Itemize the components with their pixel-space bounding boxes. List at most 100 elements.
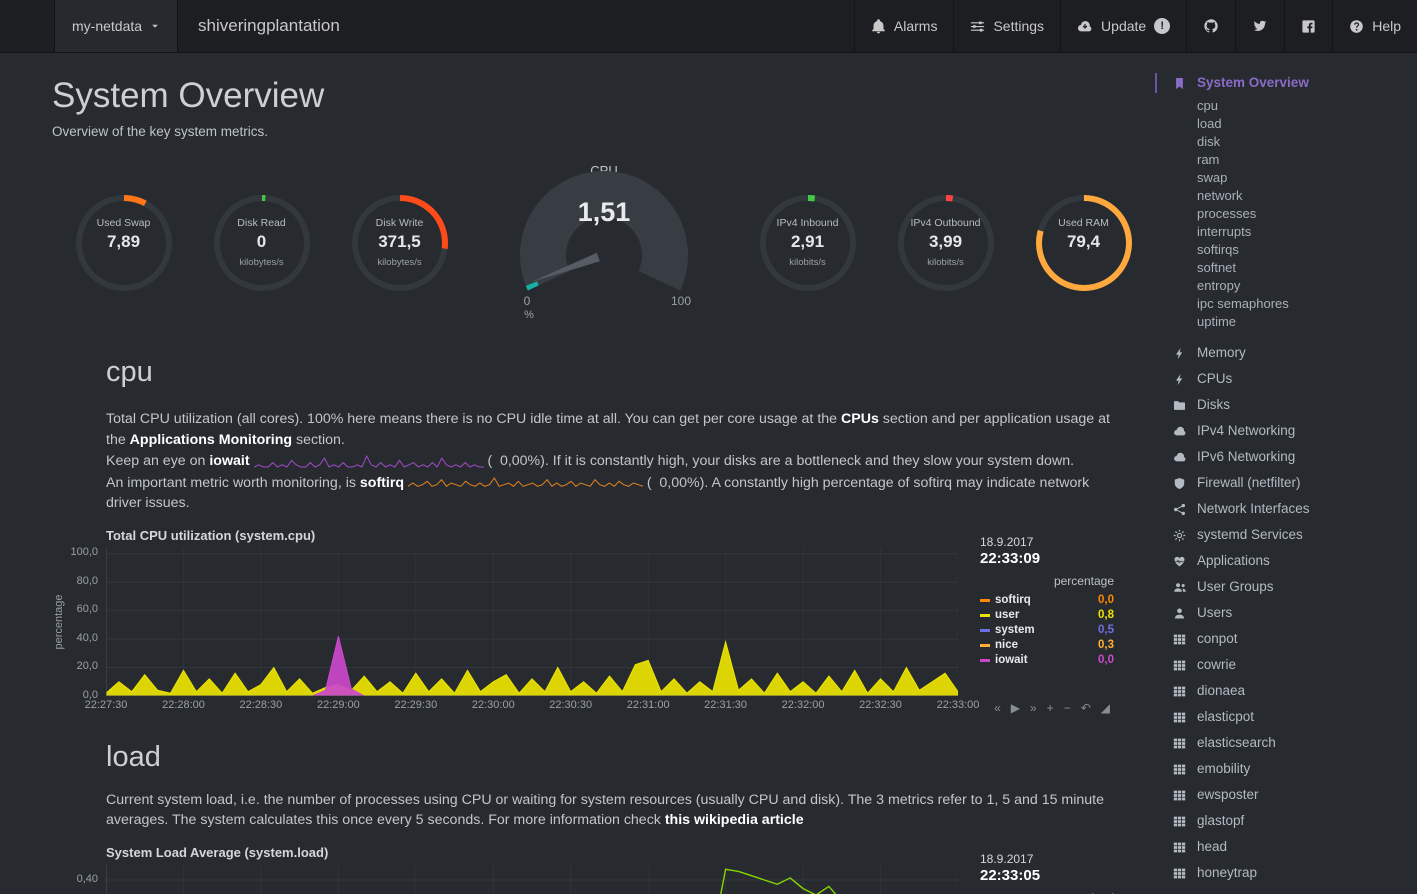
- nav-help-button[interactable]: Help: [1332, 0, 1417, 52]
- nav-update-button[interactable]: Update!: [1060, 0, 1186, 52]
- my-netdata-menu[interactable]: my-netdata: [55, 0, 179, 52]
- gauge-used-swap[interactable]: Used Swap 7,89: [62, 181, 186, 305]
- sidebar-item-conpot[interactable]: conpot: [1171, 626, 1407, 652]
- chart-forward-icon[interactable]: »: [1029, 700, 1037, 715]
- users-icon: [1171, 581, 1188, 594]
- nav-twitter-button[interactable]: [1235, 0, 1284, 52]
- sidebar-subitem-uptime[interactable]: uptime: [1197, 314, 1237, 329]
- sidebar-item-applications[interactable]: Applications: [1171, 548, 1407, 574]
- sidebar-item-cowrie[interactable]: cowrie: [1171, 652, 1407, 678]
- sidebar-item-memory[interactable]: Memory: [1171, 340, 1407, 366]
- chart-reset-icon[interactable]: ↶: [1080, 700, 1091, 715]
- chart-backward-icon[interactable]: «: [994, 700, 1001, 715]
- sidebar-item-firewall-netfilter[interactable]: Firewall (netfilter): [1171, 470, 1407, 496]
- load-desc-text-a: Current system load, i.e. the number of …: [106, 791, 1105, 829]
- cpus-link[interactable]: CPUs: [840, 411, 879, 427]
- y-tick-label: 0,0: [82, 688, 98, 701]
- sidebar-item-elasticsearch[interactable]: elasticsearch: [1171, 730, 1407, 756]
- legend-entry-iowait[interactable]: iowait 0,0: [980, 653, 1114, 668]
- chart-resize-icon[interactable]: ◢: [1100, 700, 1110, 715]
- legend-swatch: [980, 628, 990, 632]
- load-description-1: Current system load, i.e. the number of …: [106, 790, 1118, 831]
- applications-monitoring-link[interactable]: Applications Monitoring: [129, 431, 293, 448]
- gauge-disk-write[interactable]: Disk Write 371,5 kilobytes/s: [338, 181, 462, 305]
- sidebar-item-honeytrap[interactable]: honeytrap: [1171, 860, 1407, 886]
- chart-zoom-in-icon[interactable]: +: [1046, 700, 1054, 715]
- svg-text:1,51: 1,51: [577, 197, 630, 227]
- sidebar-item-glastopf[interactable]: glastopf: [1171, 808, 1407, 834]
- legend-swatch: [980, 658, 990, 662]
- sidebar-subitem-softirqs[interactable]: softirqs: [1197, 242, 1239, 257]
- sidebar-item-systemd-services[interactable]: systemd Services: [1171, 522, 1407, 548]
- gauge-ipv4-inbound[interactable]: IPv4 Inbound 2,91 kilobits/s: [746, 181, 870, 305]
- my-netdata-label: my-netdata: [72, 18, 143, 34]
- sidebar-item-elasticpot[interactable]: elasticpot: [1171, 704, 1407, 730]
- x-tick-label: 22:29:30: [394, 698, 438, 711]
- chart-legend: 18.9.201722:33:05loadload10,31load50,24l…: [980, 852, 1114, 894]
- gauge-ring: [897, 194, 994, 291]
- gauge-unit: kilobits/s: [927, 256, 964, 268]
- nav-github-button[interactable]: [1186, 0, 1235, 52]
- sidebar-subitem-interrupts[interactable]: interrupts: [1197, 224, 1252, 239]
- nav-settings-button[interactable]: Settings: [953, 0, 1060, 52]
- x-axis: 22:27:30 22:28:00 22:28:30 22:29:00 22:29:30…: [85, 698, 980, 715]
- wikipedia-article-link[interactable]: this wikipedia article: [664, 812, 804, 828]
- legend-entry-user[interactable]: user 0,8: [980, 608, 1114, 623]
- sidebar-item-network-interfaces[interactable]: Network Interfaces: [1171, 496, 1407, 522]
- legend-entry-softirq[interactable]: softirq 0,0: [980, 593, 1114, 608]
- chart-play-icon[interactable]: ▶: [1010, 700, 1020, 715]
- sidebar-subitem-disk[interactable]: disk: [1197, 134, 1221, 149]
- legend-entry-system[interactable]: system 0,5: [980, 623, 1114, 638]
- gauge-disk-read[interactable]: Disk Read 0 kilobytes/s: [200, 181, 324, 305]
- sidebar-item-cpus[interactable]: CPUs: [1171, 366, 1407, 392]
- softirq-value: 0,00%: [659, 474, 700, 491]
- folder-icon: [1171, 399, 1188, 412]
- sidebar-item-user-groups[interactable]: User Groups: [1171, 574, 1407, 600]
- chart-plot[interactable]: [106, 864, 958, 894]
- sidebar-item-ipv6-networking[interactable]: IPv6 Networking: [1171, 444, 1407, 470]
- sidebar-item-head[interactable]: head: [1171, 834, 1407, 860]
- sidebar-subitem-ipc-semaphores[interactable]: ipc semaphores: [1197, 296, 1289, 311]
- x-tick-label: 22:33:00: [936, 698, 980, 711]
- sidebar-item-disks[interactable]: Disks: [1171, 392, 1407, 418]
- sidebar-subitem-network[interactable]: network: [1197, 188, 1243, 203]
- sidebar-item-ewsposter[interactable]: ewsposter: [1171, 782, 1407, 808]
- legend-value: 0,0: [1098, 653, 1114, 666]
- section-heading-cpu: cpu: [106, 356, 153, 388]
- gauge-used-ram[interactable]: Used RAM 79,4: [1022, 181, 1146, 305]
- gauge-unit: kilobytes/s: [377, 256, 422, 268]
- chart-toolbar: « ▶ » + − ↶ ◢: [994, 701, 1110, 715]
- chart-plot[interactable]: [106, 547, 958, 696]
- sidebar-subitem-swap[interactable]: swap: [1197, 170, 1228, 185]
- nav-alarms-button[interactable]: Alarms: [853, 0, 954, 52]
- chart-zoom-out-icon[interactable]: −: [1063, 700, 1071, 715]
- iowait-value: 0,00%: [499, 453, 541, 469]
- y-tick-label: 20,0: [76, 660, 98, 672]
- sidebar-toc: System Overview cpu load disk ram swap network…: [1155, 52, 1417, 894]
- load-chart[interactable]: System Load Average (system.load) load 0,4…: [77, 845, 1114, 894]
- sidebar-item-emobility[interactable]: emobility: [1171, 756, 1407, 782]
- cpu-description-2: Keep an eye on iowait (0,00%). If it is …: [106, 451, 1118, 472]
- cpu-chart[interactable]: Total CPU utilization (system.cpu) percen…: [53, 528, 1114, 715]
- sidebar-subitem-ram[interactable]: ram: [1197, 152, 1220, 167]
- sidebar-item-label: head: [1197, 839, 1228, 854]
- sidebar-item-system-overview[interactable]: System Overview: [1155, 70, 1407, 96]
- chart-legend: 18.9.2017 22:33:09 percentage softirq 0,0 use…: [980, 535, 1114, 668]
- sidebar-item-dionaea[interactable]: dionaea: [1171, 678, 1407, 704]
- sidebar-subitem-entropy[interactable]: entropy: [1197, 278, 1241, 293]
- x-tick-label: 22:32:30: [859, 698, 902, 711]
- gauge-cpu[interactable]: CPU 1,51 0 100%: [499, 159, 709, 326]
- sidebar-item-label: dionaea: [1197, 683, 1246, 698]
- sidebar-item-ipv4-networking[interactable]: IPv4 Networking: [1171, 418, 1407, 444]
- sidebar-subitem-cpu[interactable]: cpu: [1197, 98, 1218, 113]
- nav-facebook-button[interactable]: [1284, 0, 1332, 52]
- legend-entry-nice[interactable]: nice 0,3: [980, 638, 1114, 653]
- sidebar-item-users[interactable]: Users: [1171, 600, 1407, 626]
- sidebar-subitem-processes[interactable]: processes: [1197, 206, 1257, 221]
- sidebar-subitem-load[interactable]: load: [1197, 116, 1222, 131]
- nav-update-label: Update: [1101, 18, 1147, 34]
- y-tick-label: 100,0: [70, 546, 98, 559]
- sidebar-subitem-softnet[interactable]: softnet: [1197, 260, 1237, 275]
- gauge-ipv4-outbound[interactable]: IPv4 Outbound 3,99 kilobits/s: [884, 181, 1008, 305]
